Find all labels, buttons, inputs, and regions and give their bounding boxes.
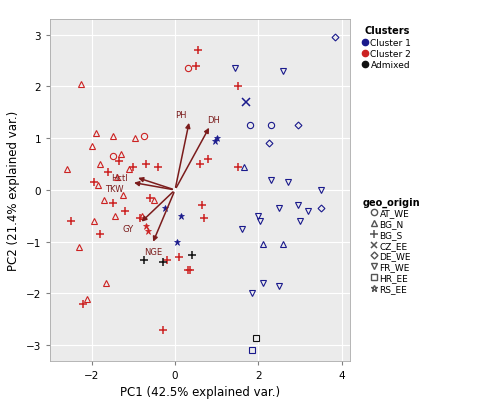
Text: Hctl: Hctl [112, 173, 128, 182]
X-axis label: PC1 (42.5% explained var.): PC1 (42.5% explained var.) [120, 385, 280, 398]
Text: NGE: NGE [144, 247, 162, 256]
Text: DH: DH [208, 115, 220, 124]
Text: PH: PH [174, 111, 186, 120]
Text: GY: GY [122, 225, 134, 234]
Legend: AT_WE, BG_N, BG_S, CZ_EE, DE_WE, FR_WE, HR_EE, RS_EE: AT_WE, BG_N, BG_S, CZ_EE, DE_WE, FR_WE, … [360, 195, 422, 295]
Text: TKW: TKW [106, 184, 124, 193]
Y-axis label: PC2 (21.4% explained var.): PC2 (21.4% explained var.) [7, 111, 20, 270]
